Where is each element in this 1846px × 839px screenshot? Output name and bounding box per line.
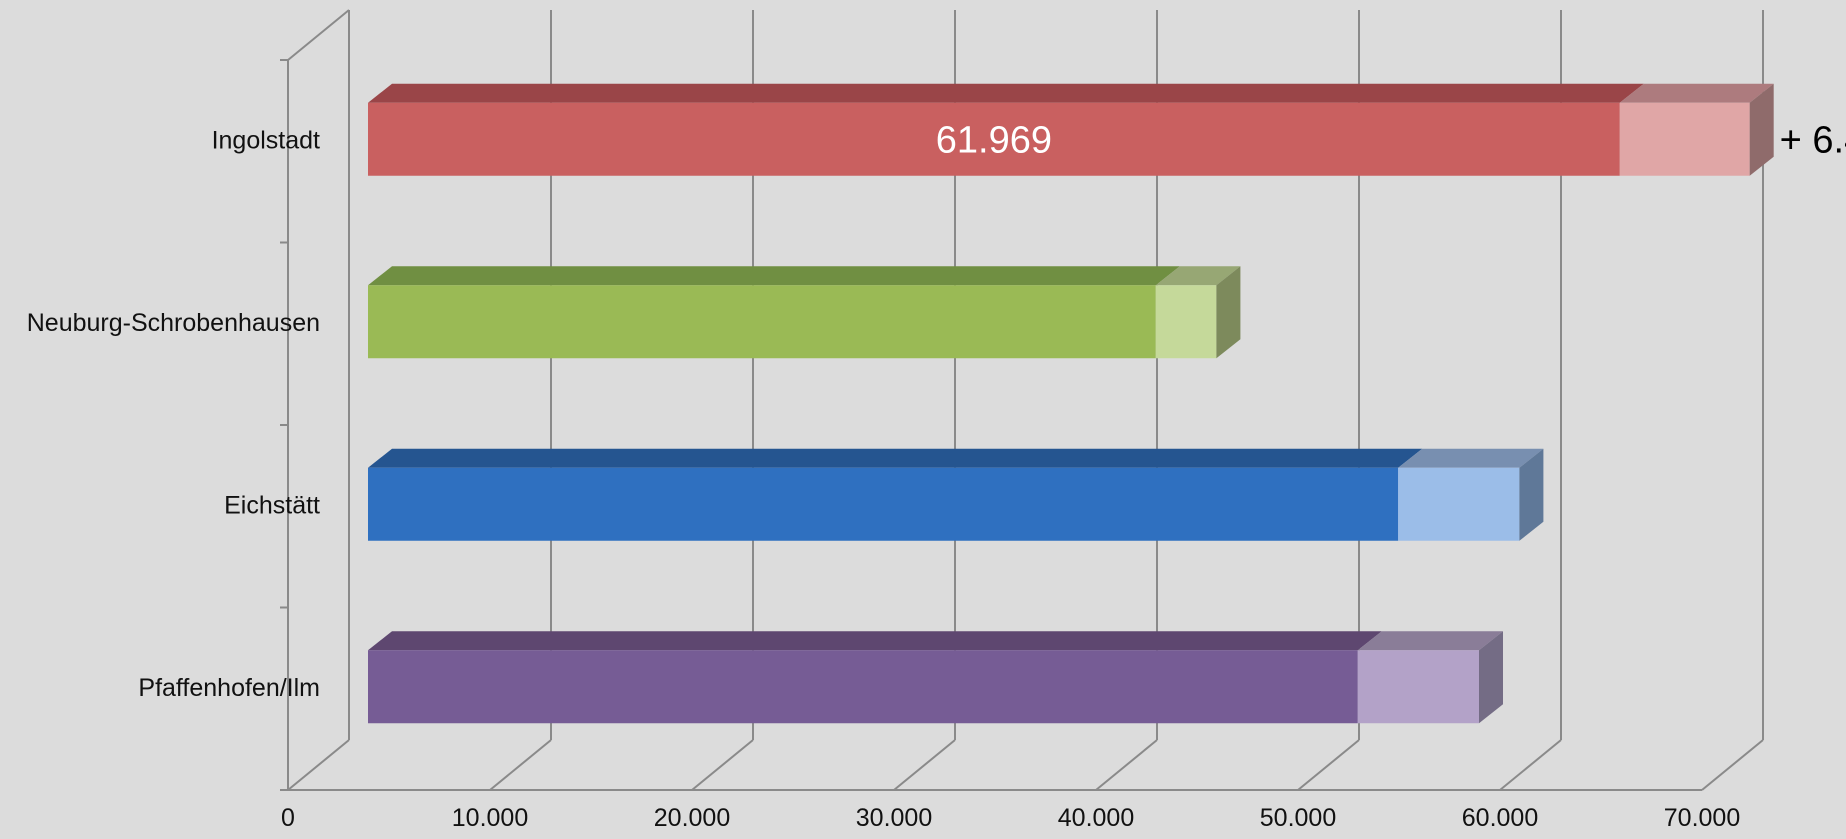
bar-segment-top: [368, 631, 1382, 651]
data-label: + 6.431: [1780, 119, 1846, 161]
floor-gridline: [1297, 739, 1360, 791]
data-label: 61.969: [936, 119, 1052, 161]
floor-gridline: [1499, 739, 1562, 791]
x-tick-label: 30.000: [856, 804, 932, 832]
x-tick-label: 70.000: [1664, 804, 1740, 832]
floor-gridline: [489, 739, 552, 791]
bar-segment: [368, 467, 1399, 541]
x-tick-label: 0: [281, 804, 295, 832]
category-label: Pfaffenhofen/Ilm: [138, 674, 320, 702]
left-wall-top-edge: [287, 9, 350, 61]
bar-segment-top: [1357, 631, 1503, 651]
x-tick-label: 10.000: [452, 804, 528, 832]
floor-gridline: [287, 739, 350, 791]
labels-layer: 0 10.000 20.000 30.000 40.000 50.000 60.000 70.…: [27, 119, 1846, 832]
bar-segment-top: [1398, 448, 1544, 468]
bar-end-cap: [1749, 83, 1774, 176]
bar-segment: [1357, 650, 1479, 724]
floor-gridline: [1701, 739, 1764, 791]
floor-gridline: [691, 739, 754, 791]
category-label: Neuburg-Schrobenhausen: [27, 309, 320, 337]
bar-segment: [368, 102, 1620, 176]
bar-segment-top: [1619, 83, 1774, 103]
x-tick-label: 60.000: [1462, 804, 1538, 832]
bar-segment: [1155, 285, 1217, 359]
floor-gridline: [1095, 739, 1158, 791]
bar-segment: [368, 650, 1358, 724]
bar-segment: [368, 285, 1156, 359]
category-label: Ingolstadt: [212, 126, 320, 154]
bar-end-cap: [1216, 266, 1241, 359]
x-tick-label: 20.000: [654, 804, 730, 832]
bar-segment-top: [368, 448, 1423, 468]
bar-end-cap: [1519, 448, 1544, 541]
category-label: Eichstätt: [224, 491, 320, 519]
bar-segment: [1398, 467, 1520, 541]
bars-layer: [368, 83, 1774, 724]
floor-gridline: [893, 739, 956, 791]
bar-segment-top: [368, 83, 1644, 103]
x-tick-label: 40.000: [1058, 804, 1134, 832]
bar-end-cap: [1479, 631, 1503, 724]
bar-segment: [1619, 102, 1750, 176]
bar-segment-top: [368, 266, 1180, 286]
bar-segment-top: [1155, 266, 1241, 286]
x-tick-label: 50.000: [1260, 804, 1336, 832]
